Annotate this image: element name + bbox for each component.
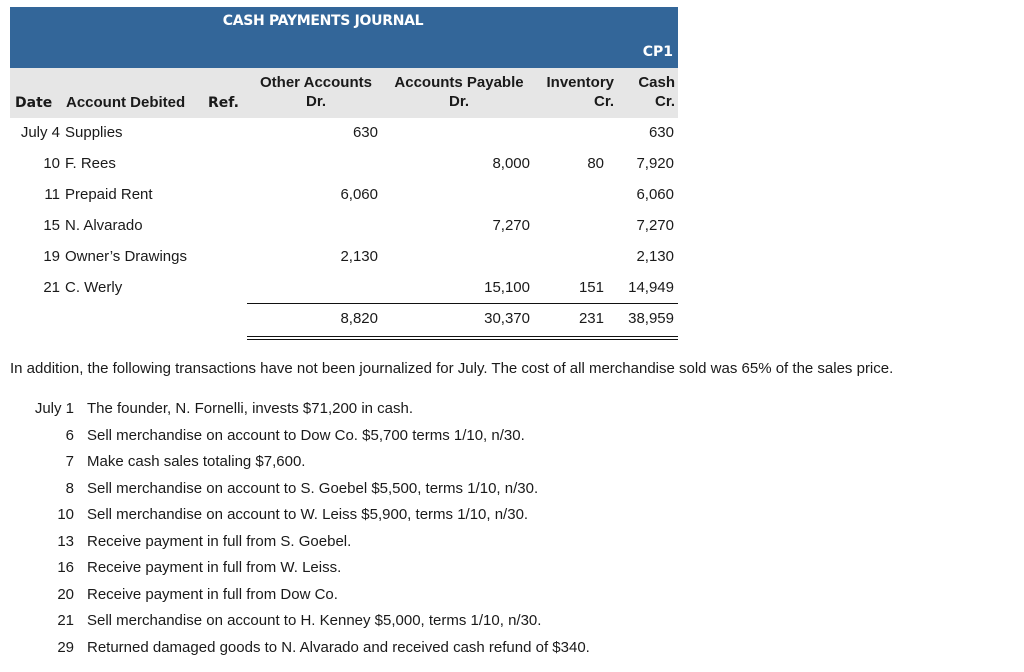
col-ap-l2: Dr. bbox=[448, 93, 469, 110]
col-account-debited: Account Debited bbox=[66, 94, 186, 111]
row-cash-cr: 6,060 bbox=[636, 186, 674, 203]
col-inv-l1: Inventory bbox=[546, 74, 614, 91]
totals-row: 8,820 30,370 231 38,959 bbox=[10, 310, 678, 341]
row-account: Owner’s Drawings bbox=[65, 248, 187, 265]
journal-code: CP1 bbox=[642, 44, 673, 60]
journal-rows: July 4 Supplies 630 630 10 F. Rees 8,000… bbox=[10, 118, 678, 348]
row-ap-dr: 7,270 bbox=[492, 217, 530, 234]
tx-date: 21 bbox=[57, 612, 74, 629]
tx-date: 8 bbox=[65, 479, 74, 497]
col-ap-l1: Accounts Payable bbox=[394, 74, 524, 91]
row-cash-cr: 2,130 bbox=[636, 248, 674, 265]
row-cash-cr: 7,270 bbox=[636, 217, 674, 234]
col-other-accounts-dr: Other Accounts Dr. bbox=[252, 73, 380, 111]
row-account: Prepaid Rent bbox=[65, 186, 153, 203]
row-ap-dr: 15,100 bbox=[484, 279, 530, 296]
table-row: 10 F. Rees 8,000 80 7,920 bbox=[10, 155, 678, 186]
list-item: 7 Make cash sales totaling $7,600. bbox=[20, 453, 720, 480]
row-date: 19 bbox=[43, 248, 60, 265]
list-item: 21 Sell merchandise on account to H. Ken… bbox=[20, 612, 720, 639]
subtotal-rule bbox=[247, 303, 678, 304]
col-cash-l1: Cash bbox=[638, 74, 675, 91]
list-item: 20 Receive payment in full from Dow Co. bbox=[20, 586, 720, 613]
row-account: C. Werly bbox=[65, 279, 123, 296]
row-other-dr: 2,130 bbox=[340, 248, 378, 265]
col-inventory-cr: Inventory Cr. bbox=[536, 73, 614, 111]
table-row: July 4 Supplies 630 630 bbox=[10, 124, 678, 155]
col-accounts-payable-dr: Accounts Payable Dr. bbox=[384, 73, 534, 111]
tx-date: July 1 bbox=[34, 400, 74, 417]
table-row: 19 Owner’s Drawings 2,130 2,130 bbox=[10, 248, 678, 279]
row-other-dr: 6,060 bbox=[340, 186, 378, 203]
list-item: 6 Sell merchandise on account to Dow Co.… bbox=[20, 427, 720, 454]
tx-text: Sell merchandise on account to W. Leiss … bbox=[87, 506, 529, 523]
tx-text: Make cash sales totaling $7,600. bbox=[87, 453, 306, 470]
tx-text: Returned damaged goods to N. Alvarado an… bbox=[87, 638, 590, 656]
col-other-l1: Other Accounts bbox=[260, 74, 372, 91]
tx-text: Receive payment in full from Dow Co. bbox=[87, 585, 338, 603]
list-item: 10 Sell merchandise on account to W. Lei… bbox=[20, 506, 720, 533]
list-item: 13 Receive payment in full from S. Goebe… bbox=[20, 533, 720, 560]
tx-date: 20 bbox=[57, 585, 74, 603]
row-inventory-cr: 151 bbox=[578, 279, 604, 296]
total-other-dr: 8,820 bbox=[340, 310, 378, 327]
row-ap-dr: 8,000 bbox=[492, 155, 530, 172]
list-item: July 1 The founder, N. Fornelli, invests… bbox=[20, 400, 720, 427]
tx-date: 6 bbox=[65, 426, 74, 444]
col-cash-cr: Cash Cr. bbox=[620, 73, 675, 111]
journal-title-bar: CASH PAYMENTS JOURNAL CP1 bbox=[10, 7, 678, 68]
tx-text: Receive payment in full from W. Leiss. bbox=[87, 559, 342, 576]
total-inventory-cr: 231 bbox=[578, 310, 604, 327]
row-date: 21 bbox=[43, 279, 60, 296]
row-cash-cr: 630 bbox=[648, 124, 674, 141]
col-date: Date bbox=[15, 95, 53, 111]
row-inventory-cr: 80 bbox=[587, 155, 604, 172]
row-other-dr: 630 bbox=[352, 124, 378, 141]
row-date: July 4 bbox=[20, 124, 60, 141]
tx-date: 7 bbox=[65, 453, 74, 470]
col-other-l2: Dr. bbox=[305, 93, 326, 110]
tx-date: 16 bbox=[57, 559, 74, 576]
tx-date: 29 bbox=[57, 638, 74, 656]
total-double-rule bbox=[247, 336, 678, 340]
total-ap-dr: 30,370 bbox=[484, 310, 530, 327]
col-inv-l2: Cr. bbox=[593, 93, 614, 110]
list-item: 16 Receive payment in full from W. Leiss… bbox=[20, 559, 720, 586]
total-cash-cr: 38,959 bbox=[628, 310, 674, 327]
tx-text: Receive payment in full from S. Goebel. bbox=[87, 532, 352, 550]
row-cash-cr: 7,920 bbox=[636, 155, 674, 172]
row-account: F. Rees bbox=[65, 155, 116, 172]
tx-text: The founder, N. Fornelli, invests $71,20… bbox=[87, 400, 414, 417]
row-date: 10 bbox=[43, 155, 60, 172]
list-item: 8 Sell merchandise on account to S. Goeb… bbox=[20, 480, 720, 507]
table-row: 21 C. Werly 15,100 151 14,949 bbox=[10, 279, 678, 310]
tx-text: Sell merchandise on account to H. Kenney… bbox=[87, 612, 542, 629]
row-date: 15 bbox=[43, 217, 60, 234]
row-date: 11 bbox=[44, 186, 60, 203]
tx-text: Sell merchandise on account to Dow Co. $… bbox=[87, 426, 525, 444]
table-row: 15 N. Alvarado 7,270 7,270 bbox=[10, 217, 678, 248]
cash-payments-journal: CASH PAYMENTS JOURNAL CP1 Date Account D… bbox=[10, 7, 678, 348]
row-cash-cr: 14,949 bbox=[628, 279, 674, 296]
instructions-text: In addition, the following transactions … bbox=[10, 360, 894, 377]
row-account: Supplies bbox=[65, 124, 123, 141]
tx-date: 10 bbox=[57, 506, 74, 523]
col-ref: Ref. bbox=[208, 95, 239, 111]
row-account: N. Alvarado bbox=[65, 217, 143, 234]
table-row: 11 Prepaid Rent 6,060 6,060 bbox=[10, 186, 678, 217]
tx-text: Sell merchandise on account to S. Goebel… bbox=[87, 479, 539, 497]
list-item: 29 Returned damaged goods to N. Alvarado… bbox=[20, 639, 720, 666]
col-cash-l2: Cr. bbox=[654, 93, 675, 110]
column-header-row: Date Account Debited Ref. Other Accounts… bbox=[10, 68, 678, 118]
tx-date: 13 bbox=[57, 532, 74, 550]
journal-title: CASH PAYMENTS JOURNAL bbox=[222, 13, 424, 29]
